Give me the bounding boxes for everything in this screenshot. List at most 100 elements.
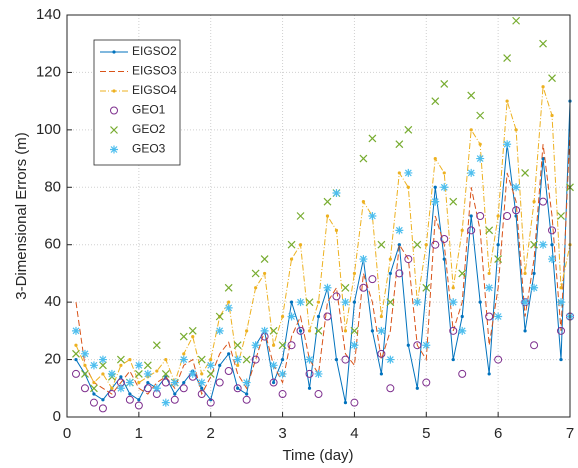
- dot-marker: [112, 50, 116, 54]
- dot-marker: [541, 85, 545, 89]
- x-marker: [188, 326, 197, 335]
- dot-marker: [415, 386, 419, 390]
- circle-marker: [179, 384, 188, 393]
- x-marker: [386, 298, 395, 307]
- y-tick-label: 20: [44, 351, 61, 368]
- circle-marker: [539, 197, 548, 206]
- dot-marker: [460, 228, 464, 232]
- asterisk-marker: [449, 298, 458, 307]
- x-tick-label: 0: [63, 425, 71, 442]
- x-marker: [485, 226, 494, 235]
- circle-marker: [296, 326, 305, 335]
- asterisk-marker: [467, 168, 476, 177]
- dot-marker: [155, 369, 159, 373]
- x-marker: [476, 111, 485, 120]
- dot-marker: [469, 214, 473, 218]
- legend-box: [93, 39, 181, 166]
- x-marker: [413, 240, 422, 249]
- x-axis-label: Time (day): [282, 447, 353, 464]
- x-marker: [512, 16, 521, 25]
- circle-marker: [359, 283, 368, 292]
- dot-marker: [325, 214, 330, 218]
- circle-marker: [71, 369, 80, 378]
- dot-marker: [424, 243, 428, 247]
- asterisk-marker: [530, 283, 539, 292]
- dot-marker: [101, 398, 105, 402]
- circle-marker: [395, 269, 404, 278]
- x-marker: [134, 370, 143, 378]
- dot-marker: [451, 357, 455, 362]
- x-marker: [143, 361, 152, 370]
- series-line: [75, 86, 571, 390]
- x-marker: [110, 126, 118, 134]
- circle-marker: [557, 326, 566, 335]
- dot-marker: [289, 257, 294, 261]
- legend: EIGSO2 EIGSO3 EIGSO4 GEO1 GEO2 GEO3: [93, 39, 181, 166]
- dot-marker: [263, 271, 267, 276]
- dot-marker: [532, 271, 536, 276]
- x-marker: [449, 197, 458, 206]
- x-marker: [548, 74, 556, 83]
- dot-marker: [379, 314, 383, 319]
- dot-marker: [352, 300, 357, 304]
- circle-marker: [98, 404, 107, 413]
- circle-marker: [458, 369, 467, 378]
- dot-marker: [92, 392, 96, 396]
- x-marker: [494, 255, 503, 263]
- circle-marker: [485, 312, 494, 321]
- asterisk-marker: [431, 197, 440, 206]
- asterisk-marker: [107, 369, 116, 378]
- legend-label: EIGSO2: [132, 44, 177, 58]
- dot-marker: [119, 363, 123, 367]
- asterisk-marker: [305, 355, 314, 364]
- x-marker: [296, 212, 305, 220]
- circle-marker: [323, 312, 332, 321]
- y-tick-label: 60: [44, 236, 61, 253]
- dot-marker: [316, 300, 321, 304]
- circle-marker: [233, 384, 242, 393]
- dot-marker: [245, 392, 249, 396]
- dot-marker: [236, 386, 240, 390]
- y-tick-label: 0: [53, 408, 61, 425]
- dot-marker: [271, 343, 276, 347]
- dot-marker: [523, 271, 527, 276]
- x-marker: [161, 370, 170, 378]
- asterisk-marker: [413, 298, 422, 307]
- x-marker: [467, 91, 476, 100]
- asterisk-marker: [215, 326, 224, 335]
- asterisk-marker: [224, 303, 233, 312]
- dot-marker: [469, 128, 473, 132]
- circle-marker: [107, 390, 116, 399]
- x-marker: [395, 140, 404, 149]
- asterisk-marker: [395, 226, 404, 235]
- dot-marker: [451, 286, 455, 290]
- dot-marker: [388, 271, 392, 276]
- dot-marker: [289, 300, 294, 304]
- dot-marker: [505, 99, 509, 103]
- legend-label: GEO2: [132, 122, 166, 136]
- asterisk-marker: [110, 145, 118, 154]
- circle-marker: [512, 206, 521, 215]
- dot-marker: [280, 357, 285, 362]
- asterisk-marker: [521, 298, 530, 307]
- dot-marker: [200, 386, 204, 390]
- asterisk-marker: [350, 341, 359, 350]
- asterisk-marker: [71, 326, 80, 335]
- dot-marker: [254, 286, 258, 290]
- x-marker: [197, 355, 206, 364]
- circle-marker: [494, 355, 503, 364]
- circle-marker: [269, 378, 278, 387]
- circle-marker: [449, 326, 458, 335]
- dot-marker: [478, 300, 482, 304]
- x-tick-label: 4: [350, 425, 358, 442]
- asterisk-marker: [197, 378, 206, 387]
- dot-marker: [298, 243, 303, 247]
- circle-marker: [548, 226, 557, 235]
- dot-marker: [478, 142, 482, 146]
- x-marker: [557, 212, 565, 220]
- dot-marker: [316, 314, 321, 319]
- dot-marker: [280, 314, 285, 319]
- dot-marker: [550, 113, 554, 118]
- circle-marker: [530, 341, 539, 350]
